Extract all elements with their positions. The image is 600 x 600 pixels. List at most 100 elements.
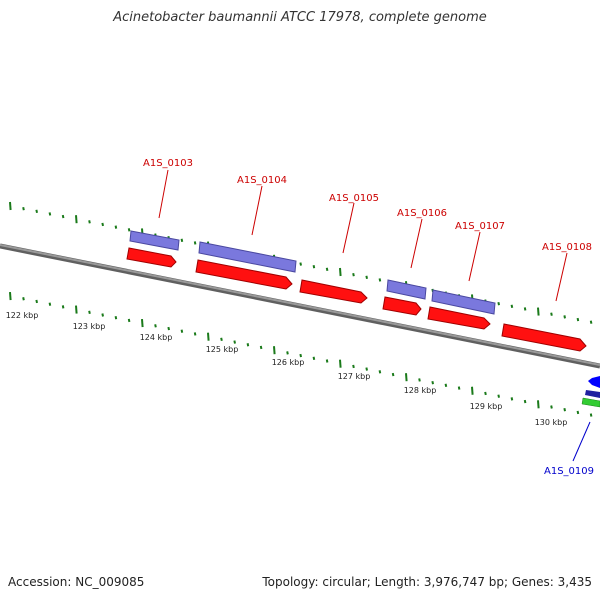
minor-tick: [48, 302, 52, 306]
kbp-label: 122 kbp: [6, 311, 39, 320]
minor-tick: [325, 267, 329, 272]
minor-tick: [22, 297, 25, 301]
major-tick: [537, 400, 540, 409]
leader-line: [555, 252, 568, 302]
leader-line: [158, 169, 169, 219]
leader-line: [468, 231, 481, 282]
cds-arrow[interactable]: [382, 296, 422, 316]
minor-tick: [576, 317, 580, 322]
minor-tick: [299, 353, 302, 358]
minor-tick: [550, 405, 553, 409]
gene-labels: A1S_0103 A1S_0104 A1S_0105 A1S_0106 A1S_…: [143, 158, 594, 477]
gene-label[interactable]: A1S_0106: [397, 208, 447, 219]
minor-tick: [484, 391, 487, 396]
minor-tick: [127, 318, 131, 323]
gene-block[interactable]: [129, 230, 180, 251]
minor-tick: [180, 329, 184, 333]
minor-tick: [88, 220, 91, 224]
cds-arrow[interactable]: [195, 259, 293, 290]
gene-block[interactable]: [386, 279, 427, 300]
minor-tick: [61, 214, 65, 219]
cds-arrow[interactable]: [427, 306, 491, 330]
minor-tick: [510, 397, 514, 401]
gene-block[interactable]: [198, 241, 297, 273]
minor-tick: [589, 413, 593, 417]
major-tick: [405, 373, 408, 382]
genome-backbone-highlight: [0, 244, 600, 366]
minor-tick: [246, 343, 250, 347]
cds-arrow[interactable]: [501, 323, 587, 352]
cds-arrow[interactable]: [126, 247, 177, 268]
gene-label[interactable]: A1S_0103: [143, 158, 193, 169]
minor-tick: [523, 399, 527, 404]
kbp-label: 126 kbp: [272, 358, 305, 367]
genome-summary-text: Topology: circular; Length: 3,976,747 bp…: [262, 575, 592, 589]
leader-line: [342, 202, 355, 254]
minor-tick: [88, 310, 91, 314]
minor-tick: [101, 313, 104, 317]
major-tick: [471, 386, 474, 395]
minor-tick: [497, 394, 500, 398]
kbp-label: 130 kbp: [535, 418, 568, 427]
gene-label[interactable]: A1S_0108: [542, 242, 592, 253]
minor-tick: [193, 332, 197, 336]
minor-tick: [127, 228, 131, 232]
minor-tick: [167, 326, 170, 331]
minor-tick: [22, 206, 25, 211]
leader-line: [572, 421, 591, 462]
gene-label[interactable]: A1S_0109: [544, 466, 594, 477]
minor-tick: [510, 304, 514, 309]
minor-tick: [312, 356, 316, 360]
minor-tick: [589, 320, 593, 324]
minor-tick: [35, 299, 38, 304]
gene-block[interactable]: [431, 289, 496, 315]
minor-tick: [299, 262, 302, 266]
dark-blue-feature[interactable]: [585, 390, 600, 398]
minor-tick: [233, 340, 236, 344]
minor-tick: [101, 222, 104, 227]
cds-arrow[interactable]: [299, 279, 368, 304]
major-tick: [537, 307, 540, 316]
minor-tick: [154, 324, 157, 328]
blue-feature-arrow[interactable]: [588, 376, 600, 388]
minor-tick: [378, 370, 382, 374]
minor-tick: [418, 378, 421, 382]
minor-tick: [286, 351, 289, 355]
major-tick: [9, 201, 12, 211]
major-tick: [141, 319, 144, 328]
major-tick: [9, 291, 12, 301]
minor-tick: [352, 364, 355, 369]
kbp-label: 124 kbp: [140, 333, 173, 342]
kbp-label: 125 kbp: [206, 345, 239, 354]
lower-tick-track: [9, 291, 593, 417]
minor-tick: [576, 410, 580, 415]
gene-label[interactable]: A1S_0107: [455, 221, 505, 232]
minor-tick: [563, 408, 566, 412]
green-feature[interactable]: [581, 397, 600, 408]
gene-label[interactable]: A1S_0104: [237, 175, 287, 186]
major-tick: [75, 215, 78, 224]
minor-tick: [365, 367, 368, 371]
diagram-title: Acinetobacter baumannii ATCC 17978, comp…: [113, 10, 487, 25]
minor-tick: [431, 380, 434, 385]
major-tick: [339, 359, 342, 368]
minor-tick: [180, 238, 184, 243]
minor-tick: [550, 312, 553, 316]
minor-tick: [457, 386, 461, 390]
minor-tick: [391, 372, 395, 377]
kbp-label: 123 kbp: [73, 322, 106, 331]
ruler-labels: 122 kbp 123 kbp 124 kbp 125 kbp 126 kbp …: [6, 311, 568, 427]
minor-tick: [497, 301, 500, 306]
major-tick: [273, 346, 276, 355]
label-leaders: [158, 169, 591, 462]
minor-tick: [523, 307, 527, 311]
minor-tick: [48, 212, 52, 216]
minor-tick: [563, 315, 566, 319]
minor-tick: [325, 359, 329, 363]
minor-tick: [220, 337, 223, 342]
kbp-label: 129 kbp: [470, 402, 503, 411]
gene-label[interactable]: A1S_0105: [329, 193, 379, 204]
minor-tick: [61, 305, 65, 309]
minor-tick: [114, 225, 118, 229]
